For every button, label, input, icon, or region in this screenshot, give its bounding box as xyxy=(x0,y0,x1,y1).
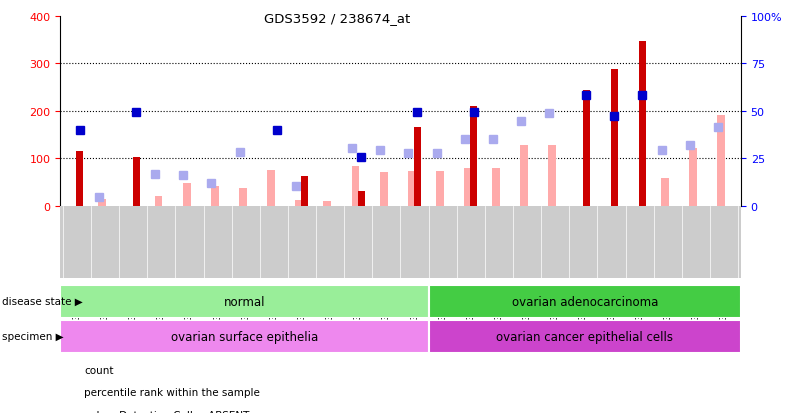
Bar xyxy=(549,146,557,206)
Bar xyxy=(132,158,139,206)
Text: GDS3592 / 238674_at: GDS3592 / 238674_at xyxy=(264,12,411,25)
Bar xyxy=(239,188,247,206)
Bar xyxy=(357,191,364,206)
Bar xyxy=(301,177,308,206)
Bar xyxy=(470,107,477,206)
Bar xyxy=(76,152,83,206)
Text: count: count xyxy=(84,365,114,375)
Bar xyxy=(380,172,388,206)
Bar xyxy=(414,128,421,206)
Text: value, Detection Call = ABSENT: value, Detection Call = ABSENT xyxy=(84,410,249,413)
Bar xyxy=(352,167,360,206)
Bar xyxy=(611,70,618,206)
Bar xyxy=(689,149,697,206)
Bar xyxy=(493,169,500,206)
Text: specimen ▶: specimen ▶ xyxy=(2,332,63,342)
Bar xyxy=(296,200,303,206)
Bar xyxy=(155,196,163,206)
Text: ovarian adenocarcinoma: ovarian adenocarcinoma xyxy=(512,295,658,308)
Text: percentile rank within the sample: percentile rank within the sample xyxy=(84,387,260,397)
Bar xyxy=(429,320,741,353)
Text: ovarian cancer epithelial cells: ovarian cancer epithelial cells xyxy=(497,330,674,343)
Bar xyxy=(661,179,669,206)
Text: ovarian surface epithelia: ovarian surface epithelia xyxy=(171,330,318,343)
Text: disease state ▶: disease state ▶ xyxy=(2,297,83,306)
Bar xyxy=(408,171,416,206)
Bar xyxy=(717,115,725,206)
Bar xyxy=(60,285,429,318)
Bar xyxy=(429,285,741,318)
Bar xyxy=(60,320,429,353)
Bar xyxy=(99,199,107,206)
Bar xyxy=(436,171,444,206)
Bar xyxy=(521,146,528,206)
Bar xyxy=(639,42,646,206)
Text: normal: normal xyxy=(223,295,265,308)
Bar xyxy=(211,186,219,206)
Bar xyxy=(324,202,332,206)
Bar xyxy=(582,91,590,206)
Bar xyxy=(268,171,275,206)
Bar xyxy=(464,169,472,206)
Bar xyxy=(183,184,191,206)
